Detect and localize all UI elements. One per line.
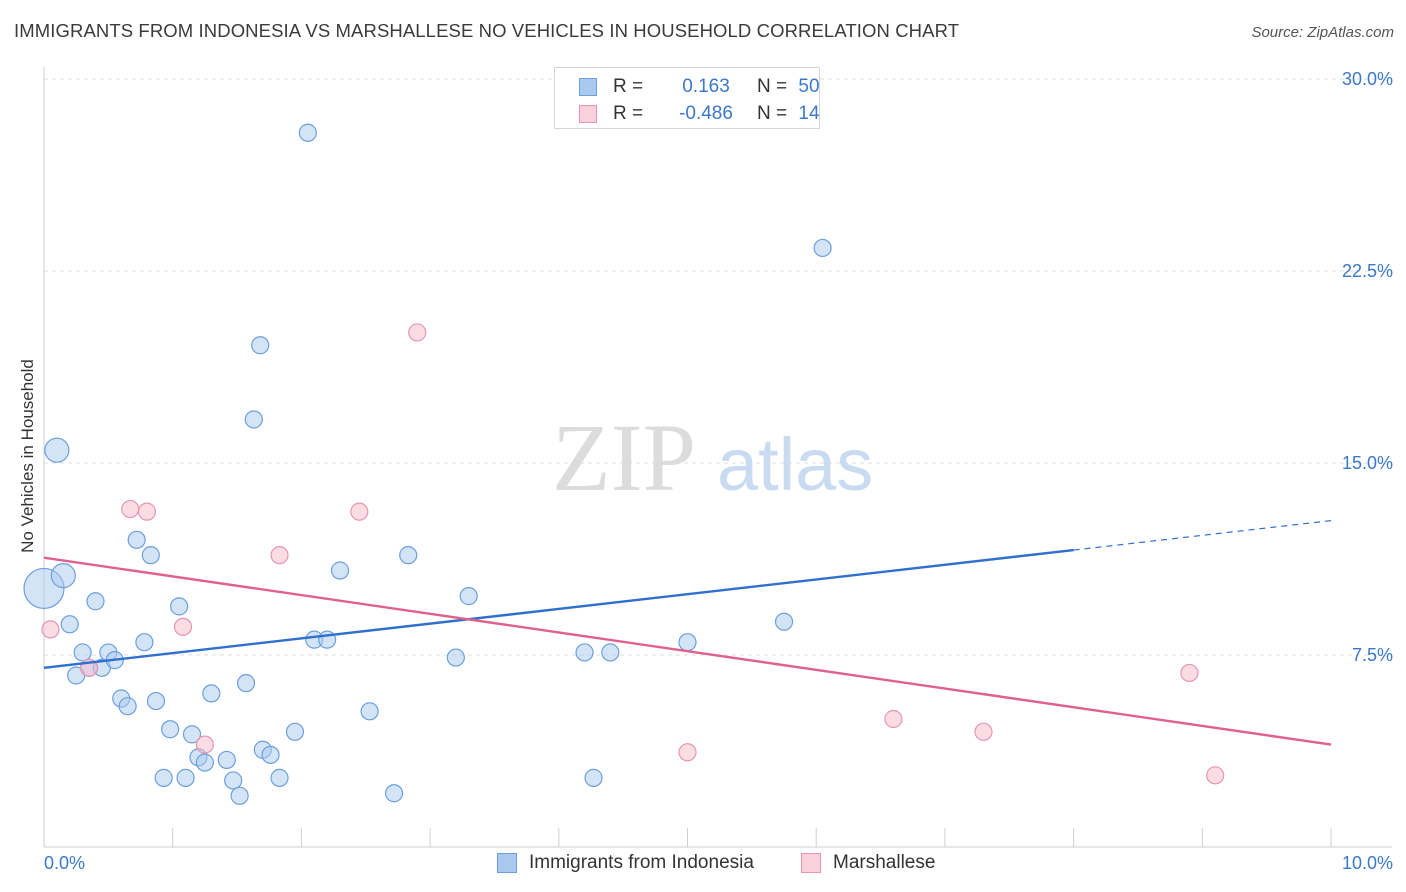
watermark: ZIP atlas (552, 404, 873, 511)
indonesia-point (141, 546, 160, 565)
indonesia-point (86, 592, 105, 611)
indonesia-point (244, 410, 263, 429)
indonesia-point (202, 684, 221, 703)
legend-label: Immigrants from Indonesia (529, 852, 754, 873)
indonesia-point (50, 563, 76, 589)
marshallese-point (173, 617, 193, 636)
watermark-zip: ZIP (552, 404, 696, 511)
x-tick-label: 10.0% (1342, 853, 1393, 873)
marshallese-point (1180, 663, 1199, 683)
stats-legend: R = 0.163 N = 50 R = -0.486 N = 14 (554, 67, 820, 129)
indonesia-point (446, 648, 465, 667)
trend-lines (43, 520, 1332, 746)
indonesia-point (251, 336, 270, 355)
n-label: N = (757, 103, 788, 124)
marshallese-point (41, 620, 60, 639)
indonesia-point (182, 725, 202, 744)
indonesia-point (399, 546, 418, 565)
tick-labels: 7.5% 15.0% 22.5% 30.0% 0.0% 10.0% (44, 69, 1393, 873)
n-value: 50 (798, 76, 820, 97)
n-value: 14 (798, 103, 820, 124)
indonesia-point (127, 530, 146, 549)
watermark-atlas: atlas (717, 423, 873, 506)
r-value: 0.163 (682, 76, 730, 97)
indonesia-point (285, 722, 305, 741)
indonesia-swatch (497, 853, 517, 873)
marshallese-point (350, 502, 369, 521)
indonesia-point (170, 597, 189, 616)
indonesia-point (118, 697, 137, 716)
indonesia-point (135, 633, 154, 652)
r-label: R = (613, 103, 644, 124)
data-points (23, 123, 1225, 805)
series-legend: Immigrants from Indonesia Marshallese (0, 851, 1406, 877)
y-tick-label: 22.5% (1342, 261, 1393, 281)
indonesia-point (230, 786, 249, 805)
indonesia-point (601, 643, 620, 662)
chart-title: IMMIGRANTS FROM INDONESIA VS MARSHALLESE… (14, 20, 960, 41)
indonesia-point (73, 643, 92, 662)
indonesia-trend-line (43, 548, 1074, 669)
marshallese-point (195, 735, 214, 754)
indonesia-swatch (579, 78, 597, 96)
indonesia-point (330, 561, 350, 580)
marshallese-point (974, 722, 993, 741)
marshallese-trend-line (43, 556, 1332, 746)
indonesia-point (360, 702, 379, 721)
legend-label: Marshallese (833, 852, 936, 873)
indonesia-point (813, 238, 832, 258)
indonesia-point (678, 633, 697, 652)
marshallese-point (678, 743, 697, 762)
indonesia-point (236, 674, 256, 693)
indonesia-point (146, 691, 166, 711)
indonesia-point (217, 750, 236, 770)
x-tick-label: 0.0% (44, 853, 85, 873)
indonesia-point (261, 745, 280, 764)
indonesia-point (298, 123, 317, 142)
indonesia-point (60, 615, 79, 634)
indonesia-point (270, 768, 289, 787)
indonesia-point (384, 784, 404, 803)
indonesia-point (224, 771, 243, 790)
y-tick-label: 15.0% (1342, 453, 1393, 473)
indonesia-point (459, 587, 478, 606)
indonesia-point (584, 768, 603, 787)
indonesia-point (575, 643, 594, 662)
source-label: Source: ZipAtlas.com (1251, 24, 1394, 41)
marshallese-point (137, 502, 157, 521)
indonesia-point (161, 720, 180, 739)
axes (43, 67, 1392, 848)
indonesia-point (176, 768, 195, 787)
marshallese-point (1206, 766, 1225, 785)
grid-lines (44, 78, 1392, 656)
indonesia-point (195, 753, 214, 772)
indonesia-point (44, 437, 70, 463)
marshallese-point (884, 709, 903, 729)
indonesia-point (154, 768, 173, 787)
indonesia-trend-extension (1073, 520, 1332, 551)
r-value: -0.486 (679, 103, 733, 124)
y-tick-label: 30.0% (1342, 69, 1393, 89)
marshallese-point (121, 499, 140, 519)
marshallese-point (408, 323, 427, 342)
marshallese-point (270, 546, 289, 565)
n-label: N = (757, 76, 788, 97)
r-label: R = (613, 76, 644, 97)
marshallese-swatch (801, 853, 821, 873)
indonesia-point (774, 612, 794, 631)
marshallese-swatch (579, 105, 597, 123)
y-tick-label: 7.5% (1352, 645, 1393, 665)
